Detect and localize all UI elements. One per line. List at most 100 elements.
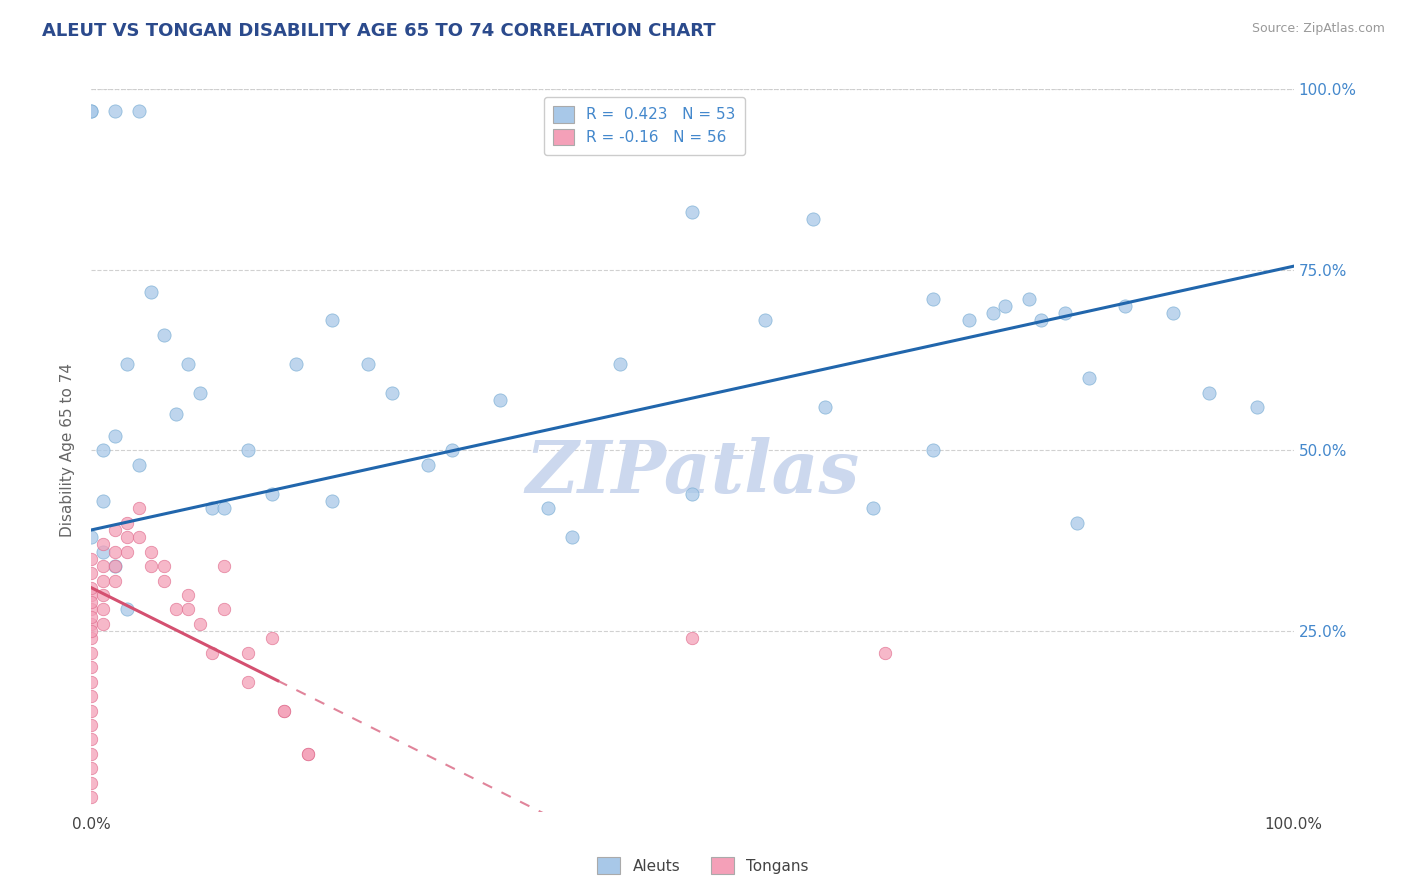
Point <box>80 704 103 718</box>
Point <box>80 581 103 595</box>
Point <box>381 385 404 400</box>
Point <box>80 674 103 689</box>
Point <box>922 292 945 306</box>
Point <box>128 501 150 516</box>
Point <box>141 544 163 558</box>
Point <box>104 103 127 118</box>
Point <box>297 747 319 761</box>
Point <box>681 205 703 219</box>
Point <box>188 385 211 400</box>
Point <box>176 357 198 371</box>
Point <box>80 530 103 544</box>
Point <box>297 747 319 761</box>
Point <box>188 616 211 631</box>
Point <box>440 443 463 458</box>
Point <box>357 357 380 371</box>
Point <box>201 501 224 516</box>
Point <box>117 602 139 616</box>
Point <box>1078 371 1101 385</box>
Point <box>754 313 776 327</box>
Legend: R =  0.423   N = 53, R = -0.16   N = 56: R = 0.423 N = 53, R = -0.16 N = 56 <box>544 97 745 154</box>
Point <box>117 544 139 558</box>
Point <box>80 732 103 747</box>
Point <box>321 494 343 508</box>
Point <box>1029 313 1052 327</box>
Point <box>212 602 235 616</box>
Point <box>93 443 115 458</box>
Text: ZIPatlas: ZIPatlas <box>526 437 859 508</box>
Text: ALEUT VS TONGAN DISABILITY AGE 65 TO 74 CORRELATION CHART: ALEUT VS TONGAN DISABILITY AGE 65 TO 74 … <box>42 22 716 40</box>
Point <box>93 616 115 631</box>
Point <box>1114 299 1136 313</box>
Point <box>141 559 163 574</box>
Point <box>152 327 174 342</box>
Point <box>416 458 439 472</box>
Point <box>117 530 139 544</box>
Point <box>489 392 512 407</box>
Point <box>212 559 235 574</box>
Point <box>236 443 259 458</box>
Point <box>80 566 103 581</box>
Point <box>80 660 103 674</box>
Y-axis label: Disability Age 65 to 74: Disability Age 65 to 74 <box>60 363 76 538</box>
Point <box>80 718 103 732</box>
Point <box>236 646 259 660</box>
Point <box>862 501 884 516</box>
Point <box>1018 292 1040 306</box>
Point <box>104 429 127 443</box>
Point <box>80 602 103 616</box>
Point <box>681 487 703 501</box>
Point <box>80 103 103 118</box>
Point <box>273 704 295 718</box>
Point <box>201 646 224 660</box>
Point <box>104 559 127 574</box>
Point <box>80 616 103 631</box>
Point <box>273 704 295 718</box>
Point <box>165 407 187 421</box>
Point <box>957 313 980 327</box>
Point <box>212 501 235 516</box>
Point <box>80 646 103 660</box>
Point <box>1066 516 1088 530</box>
Point <box>80 776 103 790</box>
Point <box>284 357 307 371</box>
Point <box>176 602 198 616</box>
Point <box>1246 400 1268 414</box>
Point <box>80 761 103 775</box>
Point <box>1054 306 1077 320</box>
Point <box>104 574 127 588</box>
Point <box>93 494 115 508</box>
Point <box>981 306 1004 320</box>
Point <box>93 537 115 551</box>
Point <box>93 602 115 616</box>
Point <box>80 595 103 609</box>
Point <box>236 674 259 689</box>
Legend: Aleuts, Tongans: Aleuts, Tongans <box>592 851 814 880</box>
Point <box>117 357 139 371</box>
Point <box>922 443 945 458</box>
Point <box>80 103 103 118</box>
Point <box>80 790 103 805</box>
Point <box>80 747 103 761</box>
Point <box>80 689 103 703</box>
Point <box>80 551 103 566</box>
Point <box>117 516 139 530</box>
Point <box>1161 306 1184 320</box>
Point <box>321 313 343 327</box>
Point <box>80 609 103 624</box>
Point <box>609 357 631 371</box>
Point <box>93 574 115 588</box>
Point <box>104 523 127 537</box>
Point <box>260 487 283 501</box>
Point <box>104 559 127 574</box>
Point <box>994 299 1017 313</box>
Point <box>152 574 174 588</box>
Point <box>260 632 283 646</box>
Point <box>176 588 198 602</box>
Point <box>681 632 703 646</box>
Point <box>801 212 824 227</box>
Point <box>561 530 583 544</box>
Text: Source: ZipAtlas.com: Source: ZipAtlas.com <box>1251 22 1385 36</box>
Point <box>104 544 127 558</box>
Point <box>80 624 103 639</box>
